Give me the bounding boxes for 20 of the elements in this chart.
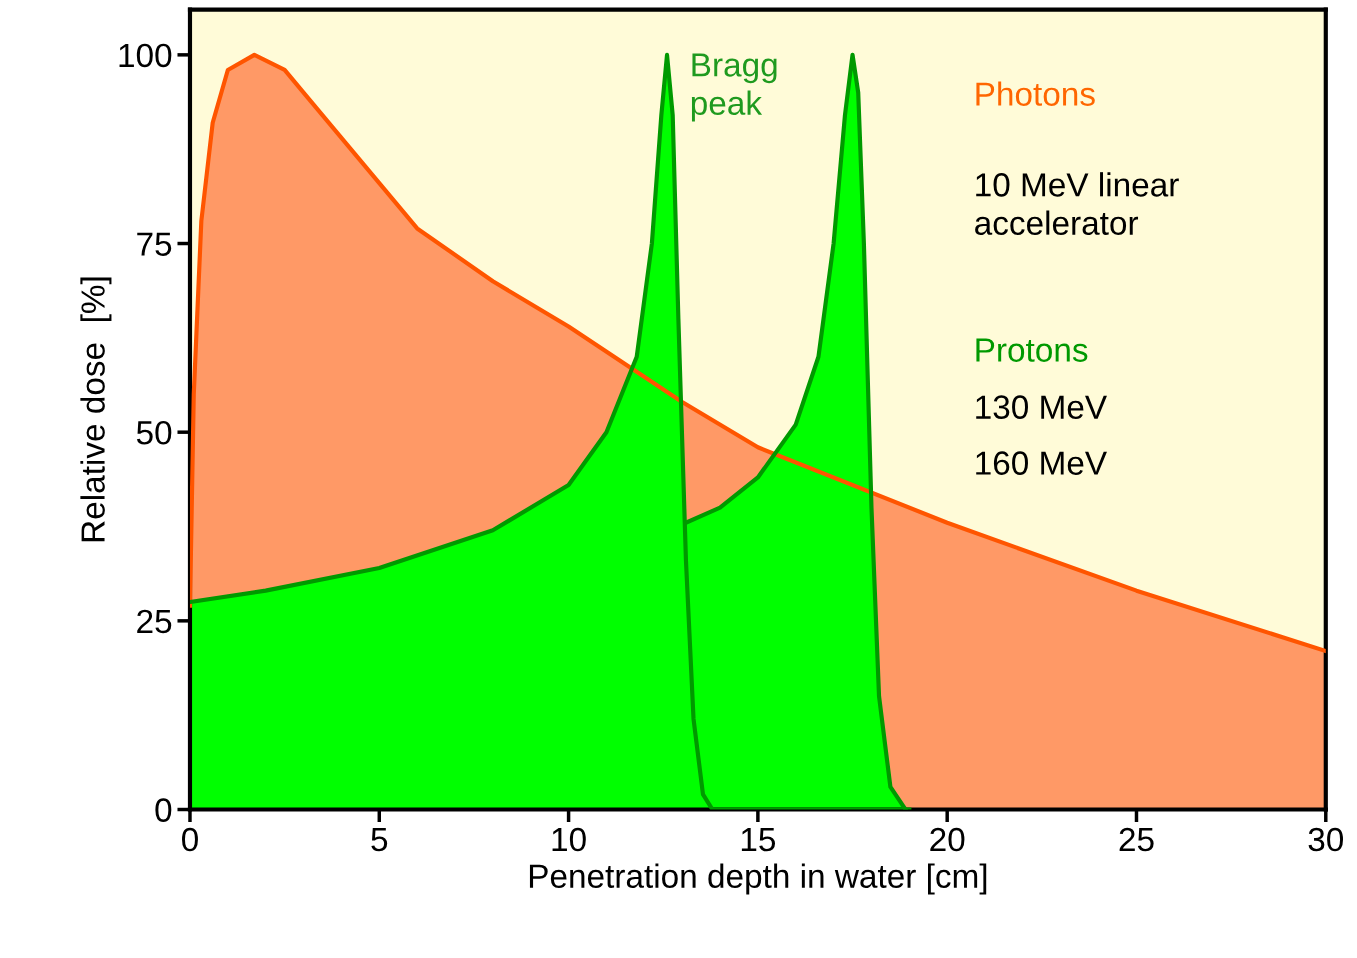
text: Photons [976, 81, 1095, 106]
x-axis-title: Penetration depth in water [cm] [529, 863, 987, 895]
annotation: Bragg peak [691, 53, 777, 122]
y-tick-label: 100 [119, 43, 172, 68]
y-tick-label: 25 [137, 609, 172, 634]
x-tick-label: 20 [930, 827, 965, 852]
y-tick-label: 75 [137, 232, 172, 256]
x-tick-label: 0 [182, 827, 198, 852]
text: Protons [976, 338, 1088, 362]
x-tick-label: 25 [1119, 827, 1154, 852]
x-tick-label: 15 [741, 828, 776, 852]
y-axis-title: Relative dose [%] [80, 277, 112, 542]
annotation: 130 MeV [976, 395, 1107, 419]
y-tick-label: 50 [136, 420, 172, 445]
annotation: 10 MeV linear accelerator [975, 172, 1179, 235]
x-tick-label: 5 [371, 828, 388, 852]
x-tick-label: 10 [552, 827, 586, 852]
y-tick-label: 0 [155, 798, 172, 822]
x-tick-label: 30 [1308, 827, 1344, 852]
annotation: 160 MeV [976, 451, 1107, 475]
